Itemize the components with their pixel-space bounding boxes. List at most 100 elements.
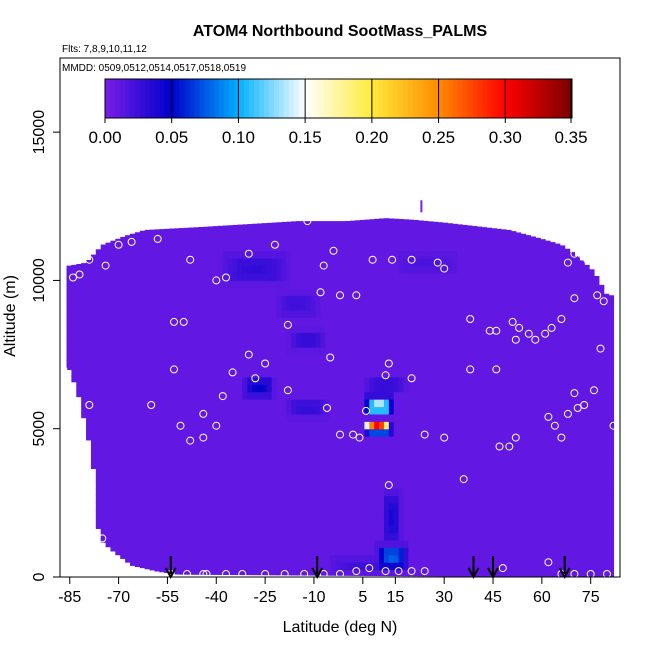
heatmap-cell (164, 554, 170, 563)
heatmap-cell (213, 265, 219, 274)
heatmap-cell (393, 361, 400, 370)
heatmap-cell (593, 495, 600, 504)
heatmap-cell (261, 488, 268, 497)
heatmap-cell (383, 258, 390, 267)
heatmap-cell (217, 265, 224, 274)
heatmap-cell (110, 525, 116, 534)
heatmap-cell (550, 376, 556, 385)
heatmap-cell (164, 450, 170, 459)
heatmap-cell (252, 413, 258, 422)
heatmap-cell (506, 369, 512, 378)
heatmap-cell (281, 273, 287, 282)
heatmap-cell (501, 376, 507, 385)
heatmap-cell (125, 525, 131, 534)
heatmap-cell (222, 332, 229, 341)
heatmap-cell (491, 480, 497, 489)
heatmap-cell (584, 421, 590, 430)
heatmap-cell (471, 369, 478, 378)
heatmap-cell (540, 562, 546, 571)
heatmap-cell (540, 554, 546, 563)
heatmap-cell (305, 399, 312, 408)
heatmap-cell (90, 295, 97, 304)
heatmap-cell (66, 324, 72, 333)
heatmap-cell (335, 406, 341, 415)
heatmap-cell (589, 562, 595, 571)
heatmap-cell (383, 458, 390, 467)
heatmap-cell (291, 287, 297, 296)
heatmap-cell (139, 287, 146, 296)
heatmap-cell (423, 391, 429, 400)
heatmap-cell (198, 488, 204, 497)
heatmap-cell (471, 324, 478, 333)
heatmap-cell (149, 324, 156, 333)
heatmap-cell (164, 243, 170, 252)
heatmap-cell (242, 354, 248, 363)
heatmap-cell (261, 384, 268, 393)
heatmap-cell (335, 399, 341, 408)
heatmap-cell (86, 295, 92, 304)
heatmap-cell (476, 480, 483, 489)
heatmap-cell (501, 280, 507, 289)
heatmap-cell (256, 517, 263, 526)
heatmap-cell (525, 250, 532, 259)
heatmap-cell (281, 443, 287, 452)
heatmap-cell (408, 473, 414, 482)
heatmap-cell (198, 347, 204, 356)
heatmap-cell (330, 347, 336, 356)
heatmap-cell (398, 473, 405, 482)
heatmap-cell (169, 443, 175, 452)
heatmap-cell (164, 265, 170, 274)
heatmap-cell (261, 258, 268, 267)
heatmap-cell (408, 517, 414, 526)
heatmap-cell (276, 421, 282, 430)
heatmap-cell (188, 228, 195, 237)
heatmap-cell (217, 228, 224, 237)
heatmap-cell (115, 488, 121, 497)
heatmap-cell (374, 554, 380, 563)
heatmap-cell (496, 436, 502, 445)
heatmap-cell (427, 517, 434, 526)
heatmap-cell (291, 406, 297, 415)
heatmap-cell (159, 243, 165, 252)
heatmap-cell (545, 265, 551, 274)
heatmap-cell (252, 547, 258, 556)
heatmap-cell (589, 421, 595, 430)
heatmap-cell (286, 532, 292, 541)
heatmap-cell (427, 376, 434, 385)
heatmap-cell (383, 532, 390, 541)
heatmap-cell (164, 250, 170, 259)
heatmap-cell (213, 391, 219, 400)
heatmap-cell (525, 458, 532, 467)
heatmap-cell (320, 250, 326, 259)
heatmap-cell (437, 399, 444, 408)
heatmap-cell (491, 399, 497, 408)
heatmap-cell (584, 465, 590, 474)
heatmap-cell (457, 243, 463, 252)
heatmap-cell (452, 347, 458, 356)
heatmap-cell (569, 450, 576, 459)
heatmap-cell (183, 539, 190, 548)
heatmap-cell (447, 235, 453, 244)
heatmap-cell (232, 258, 239, 267)
heatmap-cell (506, 235, 512, 244)
heatmap-cell (115, 347, 121, 356)
heatmap-cell (193, 302, 199, 311)
heatmap-cell (574, 302, 580, 311)
heatmap-cell (476, 250, 483, 259)
heatmap-cell (335, 317, 341, 326)
heatmap-cell (418, 443, 424, 452)
heatmap-cell (442, 310, 449, 319)
heatmap-cell (432, 480, 439, 489)
heatmap-cell (300, 450, 307, 459)
heatmap-cell (452, 310, 458, 319)
heatmap-cell (144, 554, 151, 563)
heatmap-cell (496, 369, 502, 378)
heatmap-cell (252, 317, 258, 326)
heatmap-cell (432, 406, 439, 415)
heatmap-cell (208, 406, 214, 415)
heatmap-cell (393, 295, 400, 304)
heatmap-cell (110, 399, 116, 408)
heatmap-cell (173, 532, 180, 541)
heatmap-cell (222, 258, 229, 267)
heatmap-cell (437, 361, 444, 370)
